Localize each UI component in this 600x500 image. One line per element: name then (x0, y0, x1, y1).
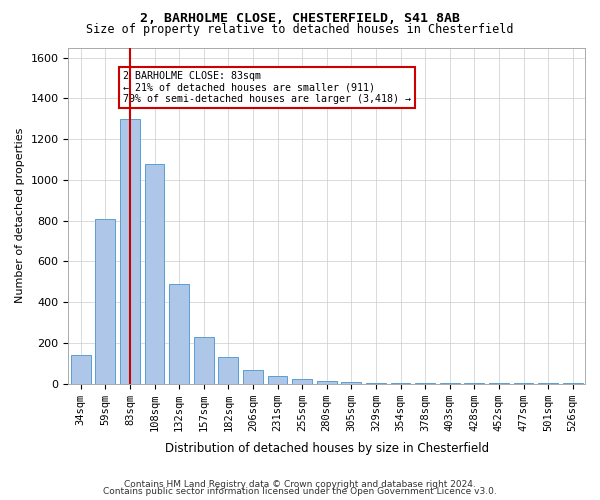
Bar (366, 382, 386, 384)
Bar (169, 284, 189, 384)
Text: Size of property relative to detached houses in Chesterfield: Size of property relative to detached ho… (86, 22, 514, 36)
Bar (243, 370, 263, 384)
Bar (120, 119, 140, 384)
Text: Contains public sector information licensed under the Open Government Licence v3: Contains public sector information licen… (103, 487, 497, 496)
Text: 2 BARHOLME CLOSE: 83sqm
← 21% of detached houses are smaller (911)
79% of semi-d: 2 BARHOLME CLOSE: 83sqm ← 21% of detache… (122, 71, 410, 104)
Bar (341, 382, 361, 384)
Bar (145, 164, 164, 384)
Text: 2, BARHOLME CLOSE, CHESTERFIELD, S41 8AB: 2, BARHOLME CLOSE, CHESTERFIELD, S41 8AB (140, 12, 460, 26)
Bar (95, 218, 115, 384)
Bar (415, 382, 435, 384)
Bar (71, 355, 91, 384)
Bar (317, 380, 337, 384)
Text: Contains HM Land Registry data © Crown copyright and database right 2024.: Contains HM Land Registry data © Crown c… (124, 480, 476, 489)
Y-axis label: Number of detached properties: Number of detached properties (15, 128, 25, 304)
Bar (194, 337, 214, 384)
Bar (440, 383, 460, 384)
Bar (218, 357, 238, 384)
Bar (292, 378, 312, 384)
X-axis label: Distribution of detached houses by size in Chesterfield: Distribution of detached houses by size … (164, 442, 489, 455)
Bar (391, 382, 410, 384)
Bar (268, 376, 287, 384)
